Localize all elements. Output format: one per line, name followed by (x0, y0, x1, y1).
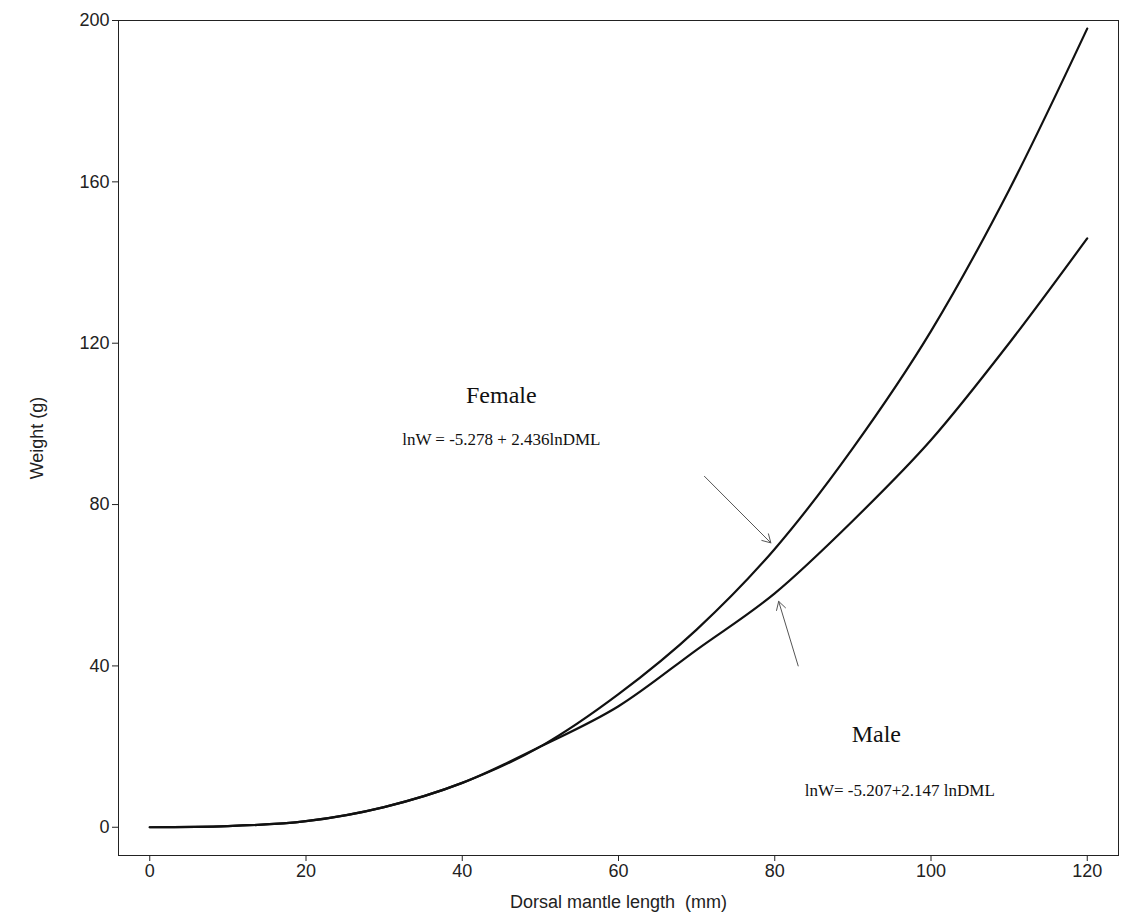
svg-text:lnW= -5.207+2.147 lnDML: lnW= -5.207+2.147 lnDML (805, 781, 995, 800)
svg-text:0: 0 (145, 861, 155, 881)
svg-text:160: 160 (79, 172, 109, 192)
svg-text:40: 40 (89, 656, 109, 676)
svg-text:0: 0 (99, 817, 109, 837)
svg-text:60: 60 (608, 861, 628, 881)
svg-text:80: 80 (765, 861, 785, 881)
svg-text:Female: Female (466, 382, 537, 408)
svg-text:20: 20 (296, 861, 316, 881)
svg-text:80: 80 (89, 494, 109, 514)
svg-text:Dorsal mantle length (mm): Dorsal mantle length (mm) (510, 892, 727, 912)
svg-text:lnW = -5.278 + 2.436lnDML: lnW = -5.278 + 2.436lnDML (402, 430, 600, 449)
svg-text:120: 120 (79, 333, 109, 353)
svg-text:100: 100 (916, 861, 946, 881)
svg-text:Weight (g): Weight (g) (27, 397, 47, 480)
svg-text:40: 40 (452, 861, 472, 881)
svg-text:120: 120 (1072, 861, 1102, 881)
svg-text:200: 200 (79, 10, 109, 30)
svg-text:Male: Male (852, 721, 901, 747)
